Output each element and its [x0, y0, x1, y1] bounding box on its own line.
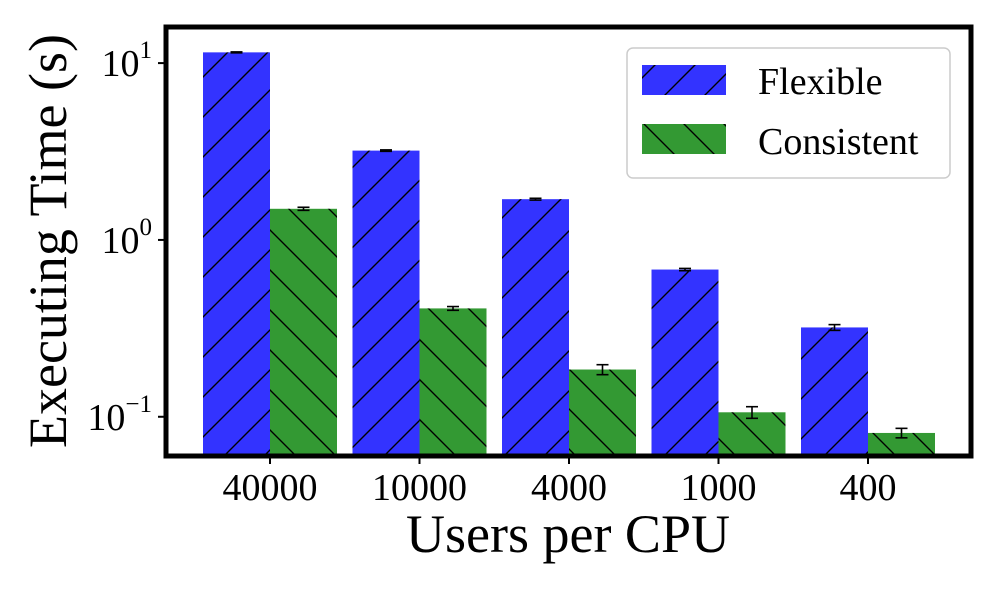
y-tick-1-label: 101 [102, 37, 153, 85]
bar-hatch-consistent-1000 [718, 412, 786, 456]
y-tick-0-exponent: 0 [140, 214, 153, 241]
x-tick-label-400: 400 [840, 467, 897, 509]
legend-hatch-consistent [642, 124, 726, 154]
x-tick-label-4000: 4000 [531, 467, 607, 509]
y-tick--1-base: 10 [87, 397, 125, 439]
legend-label-flexible: Flexible [758, 61, 883, 103]
bar-hatch-consistent-4000 [569, 369, 636, 456]
y-tick-0-label: 100 [102, 214, 153, 262]
y-tick--1-label: 10−1 [87, 391, 152, 439]
legend-label-consistent: Consistent [758, 121, 919, 163]
bar-hatch-flexible-40000 [203, 52, 270, 457]
y-tick-1-base: 10 [102, 43, 140, 85]
legend: Flexible Consistent [626, 47, 951, 179]
y-tick-0-base: 10 [102, 220, 140, 262]
y-tick-1-exponent: 1 [140, 37, 153, 64]
x-tick-label-40000: 40000 [223, 467, 318, 509]
bar-hatch-consistent-400 [868, 432, 935, 456]
error-bars-group [230, 51, 908, 439]
bar-hatch-consistent-10000 [419, 308, 487, 456]
x-axis-ticks: 40000 10000 4000 1000 400 [223, 456, 897, 509]
bars-group [203, 52, 935, 457]
bar-hatch-flexible-4000 [502, 199, 569, 456]
x-tick-label-1000: 1000 [681, 467, 757, 509]
bar-hatch-flexible-10000 [352, 150, 420, 456]
legend-hatch-flexible [642, 65, 726, 95]
y-tick--1-exponent: −1 [125, 391, 152, 418]
x-axis-label: Users per CPU [406, 504, 730, 564]
bar-hatch-consistent-40000 [270, 208, 337, 456]
y-axis-label: Executing Time (s) [18, 34, 78, 448]
bar-hatch-flexible-1000 [651, 269, 719, 456]
x-tick-label-10000: 10000 [372, 467, 467, 509]
bar-hatch-flexible-400 [801, 327, 868, 456]
